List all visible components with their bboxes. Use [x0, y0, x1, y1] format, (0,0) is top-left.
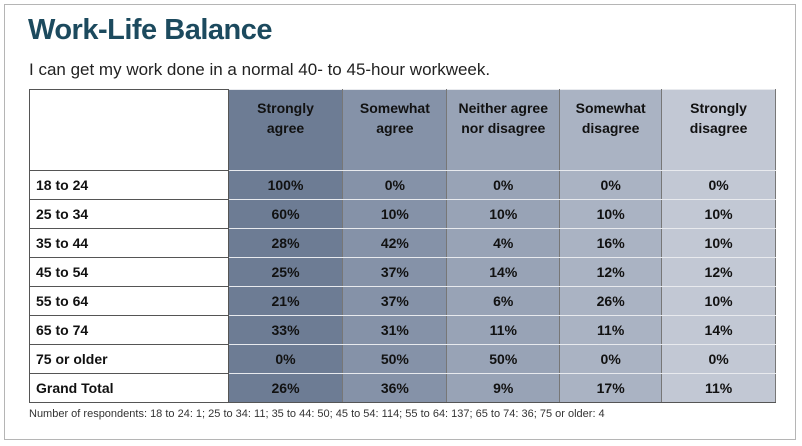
corner-cell [29, 89, 229, 171]
table-row: 45 to 54 25% 37% 14% 12% 12% [29, 257, 776, 287]
column-header: Strongly agree [227, 89, 344, 171]
column-header-text: Somewhat agree [359, 100, 430, 136]
column-header: Neither agree nor disagree [446, 89, 561, 171]
header-row: Strongly agree Somewhat agree Neither agre… [29, 89, 776, 171]
row-label: Grand Total [29, 373, 229, 403]
table-cell: 100% [227, 170, 344, 200]
table-cell: 42% [342, 228, 448, 258]
row-label: 25 to 34 [29, 199, 229, 229]
table-cell: 28% [227, 228, 344, 258]
table-row: Grand Total 26% 36% 9% 17% 11% [29, 373, 776, 403]
table-cell: 12% [661, 257, 776, 287]
table-cell: 11% [661, 373, 776, 403]
table-cell: 10% [661, 286, 776, 316]
table-cell: 50% [446, 344, 561, 374]
column-header-text: Strongly disagree [689, 100, 748, 136]
table-cell: 0% [559, 344, 663, 374]
table-cell: 37% [342, 257, 448, 287]
table-cell: 0% [227, 344, 344, 374]
table-cell: 33% [227, 315, 344, 345]
table-cell: 14% [661, 315, 776, 345]
table-cell: 10% [661, 228, 776, 258]
table-cell: 10% [661, 199, 776, 229]
table-row: 18 to 24 100% 0% 0% 0% 0% [29, 170, 776, 200]
table-row: 25 to 34 60% 10% 10% 10% 10% [29, 199, 776, 229]
table-cell: 0% [661, 170, 776, 200]
row-label: 75 or older [29, 344, 229, 374]
table-cell: 14% [446, 257, 561, 287]
table-cell: 12% [559, 257, 663, 287]
table-row: 75 or older 0% 50% 50% 0% 0% [29, 344, 776, 374]
subtitle: I can get my work done in a normal 40- t… [29, 60, 491, 79]
table-cell: 11% [446, 315, 561, 345]
table-cell: 0% [661, 344, 776, 374]
row-label: 55 to 64 [29, 286, 229, 316]
table-cell: 0% [446, 170, 561, 200]
table-cell: 25% [227, 257, 344, 287]
table-row: 65 to 74 33% 31% 11% 11% 14% [29, 315, 776, 345]
table-cell: 11% [559, 315, 663, 345]
table-cell: 37% [342, 286, 448, 316]
table-cell: 26% [227, 373, 344, 403]
table-cell: 10% [446, 199, 561, 229]
column-header: Somewhat disagree [559, 89, 663, 171]
table-body: 18 to 24 100% 0% 0% 0% 0% 25 to 34 60% 10% 10% 10%… [29, 170, 776, 403]
table-row: 35 to 44 28% 42% 4% 16% 10% [29, 228, 776, 258]
row-label: 18 to 24 [29, 170, 229, 200]
table-cell: 6% [446, 286, 561, 316]
table-cell: 9% [446, 373, 561, 403]
row-label: 45 to 54 [29, 257, 229, 287]
column-header-text: Strongly agree [257, 100, 314, 136]
table-cell: 10% [559, 199, 663, 229]
table-head: Strongly agree Somewhat agree Neither agre… [29, 89, 776, 171]
column-header-text: Somewhat disagree [575, 100, 646, 136]
footnote: Number of respondents: 18 to 24: 1; 25 t… [29, 408, 605, 420]
title: Work-Life Balance [28, 14, 272, 46]
table-cell: 17% [559, 373, 663, 403]
table-cell: 36% [342, 373, 448, 403]
table-cell: 10% [342, 199, 448, 229]
table-cell: 4% [446, 228, 561, 258]
table-cell: 60% [227, 199, 344, 229]
row-label: 65 to 74 [29, 315, 229, 345]
table-cell: 21% [227, 286, 344, 316]
row-label: 35 to 44 [29, 228, 229, 258]
table-cell: 31% [342, 315, 448, 345]
table-cell: 50% [342, 344, 448, 374]
table-cell: 0% [559, 170, 663, 200]
table-cell: 0% [342, 170, 448, 200]
table: Strongly agree Somewhat agree Neither agre… [29, 89, 776, 403]
column-header: Somewhat agree [342, 89, 448, 171]
frame [4, 4, 796, 440]
table-cell: 26% [559, 286, 663, 316]
table-cell: 16% [559, 228, 663, 258]
column-header: Strongly disagree [661, 89, 776, 171]
table-row: 55 to 64 21% 37% 6% 26% 10% [29, 286, 776, 316]
column-header-text: Neither agree nor disagree [458, 100, 548, 136]
